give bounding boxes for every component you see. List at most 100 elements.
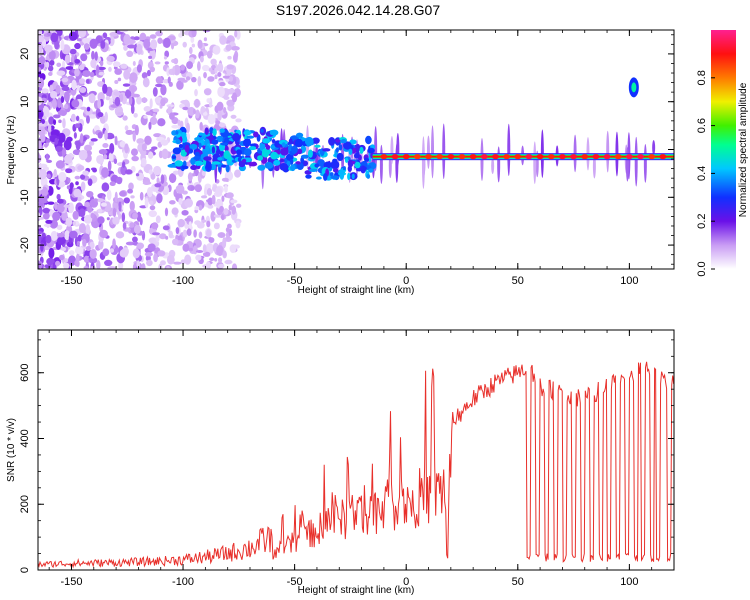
noise-speck (197, 75, 202, 87)
noise-speck (108, 66, 112, 72)
noise-speck (71, 79, 77, 91)
noise-speck (98, 149, 108, 155)
signal-cluster-blob (219, 128, 225, 133)
noise-speck (176, 80, 184, 90)
noise-speck (46, 173, 51, 179)
noise-speck (62, 118, 66, 129)
noise-speck (127, 188, 133, 194)
noise-speck (89, 71, 95, 78)
noise-speck (69, 182, 74, 190)
noise-speck (207, 204, 214, 209)
signal-cluster-blob (359, 146, 364, 154)
noise-speck (41, 88, 49, 94)
noise-speck (77, 234, 82, 242)
noise-speck (50, 32, 59, 43)
noise-speck (168, 230, 174, 239)
spectral-streak (421, 136, 425, 189)
noise-speck (119, 93, 124, 103)
signal-cluster-blob (264, 161, 274, 169)
noise-speck (124, 125, 129, 131)
noise-speck (141, 97, 148, 103)
noise-speck (160, 174, 165, 185)
noise-speck (49, 59, 55, 66)
signal-cluster-blob (220, 142, 229, 146)
noise-speck (65, 217, 73, 227)
noise-speck (227, 55, 232, 60)
noise-speck (160, 139, 169, 146)
noise-speck (119, 30, 129, 33)
spectral-streak (431, 125, 435, 179)
noise-speck (79, 174, 86, 180)
noise-speck (217, 263, 225, 269)
noise-speck (38, 78, 45, 89)
signal-cluster-blob (330, 160, 340, 170)
noise-speck (114, 68, 123, 75)
noise-speck (124, 143, 129, 154)
signal-cluster-blob (323, 173, 328, 181)
noise-speck (129, 200, 135, 212)
signal-line-peak (558, 154, 566, 160)
noise-speck (77, 164, 85, 171)
colorbar-tick-label: 0.8 (696, 70, 708, 85)
noise-speck (228, 204, 232, 211)
noise-speck (149, 34, 157, 39)
noise-speck (112, 61, 121, 68)
noise-speck (55, 145, 63, 152)
noise-speck (113, 91, 121, 96)
noise-speck (92, 111, 97, 115)
noise-speck (45, 153, 49, 162)
noise-speck (124, 89, 132, 99)
noise-speck (123, 197, 130, 204)
noise-speck (116, 176, 123, 185)
noise-speck (173, 261, 182, 265)
noise-speck (38, 216, 45, 220)
noise-speck (107, 160, 112, 172)
noise-speck (230, 46, 240, 51)
signal-cluster-blob (317, 159, 325, 167)
noise-speck (72, 210, 79, 220)
noise-speck (64, 154, 73, 165)
noise-speck (226, 99, 235, 107)
signal-cluster-blob (336, 152, 344, 162)
noise-speck (217, 257, 223, 264)
noise-speck (98, 239, 104, 250)
noise-speck (198, 231, 203, 239)
signal-cluster-blob (365, 135, 372, 145)
noise-speck (170, 42, 175, 50)
signal-line-peak (413, 154, 421, 160)
signal-cluster-blob (294, 138, 304, 148)
signal-cluster-blob (274, 165, 280, 172)
noise-speck (186, 132, 191, 141)
signal-cluster-blob (344, 157, 349, 163)
signal-cluster-blob (348, 148, 353, 155)
noise-speck (169, 112, 175, 120)
signal-cluster-blob (270, 151, 279, 160)
spectral-streak (643, 144, 647, 183)
signal-cluster-blob (314, 144, 321, 148)
noise-speck (194, 205, 200, 211)
noise-speck (140, 157, 147, 167)
figure-title: S197.2026.042.14.28.G07 (276, 2, 440, 18)
noise-speck (127, 39, 136, 45)
signal-cluster-blob (172, 147, 182, 155)
noise-speck (74, 123, 81, 129)
noise-speck (112, 207, 117, 218)
noise-speck (223, 106, 227, 114)
colorbar-ticks: 0.0 0.2 0.4 0.6 0.8 (696, 70, 715, 277)
noise-speck (191, 76, 197, 83)
noise-speck (74, 175, 81, 180)
signal-cluster-blob (244, 148, 252, 157)
noise-speck (53, 114, 61, 119)
noise-speck (78, 208, 86, 218)
signal-line-peak (614, 154, 622, 160)
noise-speck (65, 168, 73, 174)
spectral-streak (533, 141, 537, 185)
noise-speck (46, 159, 53, 163)
signal-cluster-blob (349, 139, 357, 145)
noise-speck (96, 198, 105, 203)
noise-speck (218, 122, 226, 128)
signal-cluster-blob (167, 163, 177, 168)
noise-speck (50, 90, 58, 99)
noise-speck (223, 208, 229, 215)
